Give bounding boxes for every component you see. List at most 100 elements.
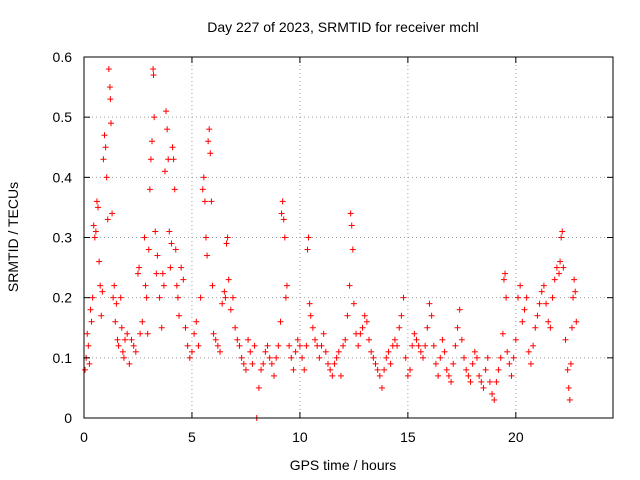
data-point [168,240,175,247]
data-point [105,66,112,73]
data-point [512,336,519,343]
data-point [415,342,422,349]
data-point [114,336,121,343]
data-point [374,366,381,373]
data-point [163,108,170,115]
data-point [545,318,552,325]
data-point [523,294,530,301]
data-point [271,372,278,379]
data-point [206,126,213,133]
data-point [158,324,165,331]
data-point [463,366,470,373]
data-point [547,324,554,331]
data-point [454,324,461,331]
data-point [111,282,118,289]
data-point [525,348,532,355]
data-point [502,270,509,277]
data-point [234,336,241,343]
data-point [329,372,336,379]
data-point [107,96,114,103]
data-point [174,294,181,301]
data-point [519,318,526,325]
data-point [217,348,224,355]
data-point [527,360,534,367]
data-point [109,210,116,217]
data-point [222,294,229,301]
data-point [383,354,390,361]
data-point [294,336,301,343]
data-point [119,348,126,355]
data-point [557,258,564,265]
data-point [286,342,293,349]
data-point [499,330,506,337]
data-point [164,126,171,133]
data-point [478,378,485,385]
data-point [407,366,414,373]
data-point [221,288,228,295]
data-point [560,264,567,271]
data-point [564,366,571,373]
data-point [385,348,392,355]
data-point [161,168,168,175]
data-point [534,312,541,319]
data-point [340,342,347,349]
data-point [435,372,442,379]
data-point [96,258,103,265]
x-axis-label: GPS time / hours [290,457,397,473]
data-point [521,306,528,313]
data-point [242,366,249,373]
data-point [376,372,383,379]
data-point [152,228,159,235]
data-point [572,288,579,295]
data-points [82,66,580,421]
data-point [145,246,152,253]
data-point [306,300,313,307]
x-tick-label: 15 [400,429,416,445]
data-point [316,354,323,361]
data-point [282,294,289,301]
data-point [170,156,177,163]
data-point [568,324,575,331]
data-point [324,360,331,367]
data-point [197,294,204,301]
data-point [299,354,306,361]
data-point [188,348,195,355]
data-point [97,282,104,289]
data-point [204,252,211,259]
data-point [480,384,487,391]
data-point [309,324,316,331]
data-point [396,324,403,331]
data-point [461,354,468,361]
y-tick-label: 0.6 [53,49,73,65]
data-point [142,282,149,289]
data-point [180,276,187,283]
data-point [402,354,409,361]
y-tick-label: 0.3 [53,230,73,246]
data-point [562,336,569,343]
data-point [510,354,517,361]
data-point [200,174,207,181]
data-point [540,282,547,289]
data-point [387,360,394,367]
data-point [424,324,431,331]
data-point [288,354,295,361]
data-point [430,342,437,349]
data-point [432,360,439,367]
data-point [292,348,299,355]
data-point [95,204,102,211]
data-point [136,264,143,271]
data-point [191,330,198,337]
x-tick-label: 0 [80,429,88,445]
data-point [452,342,459,349]
data-point [344,312,351,319]
data-point [409,342,416,349]
data-point [361,312,368,319]
data-point [439,336,446,343]
y-axis-label: SRMTID / TECUs [5,182,21,292]
data-point [571,276,578,283]
data-point [530,342,537,349]
data-point [346,282,353,289]
data-point [260,360,267,367]
data-point [404,372,411,379]
data-point [86,360,93,367]
